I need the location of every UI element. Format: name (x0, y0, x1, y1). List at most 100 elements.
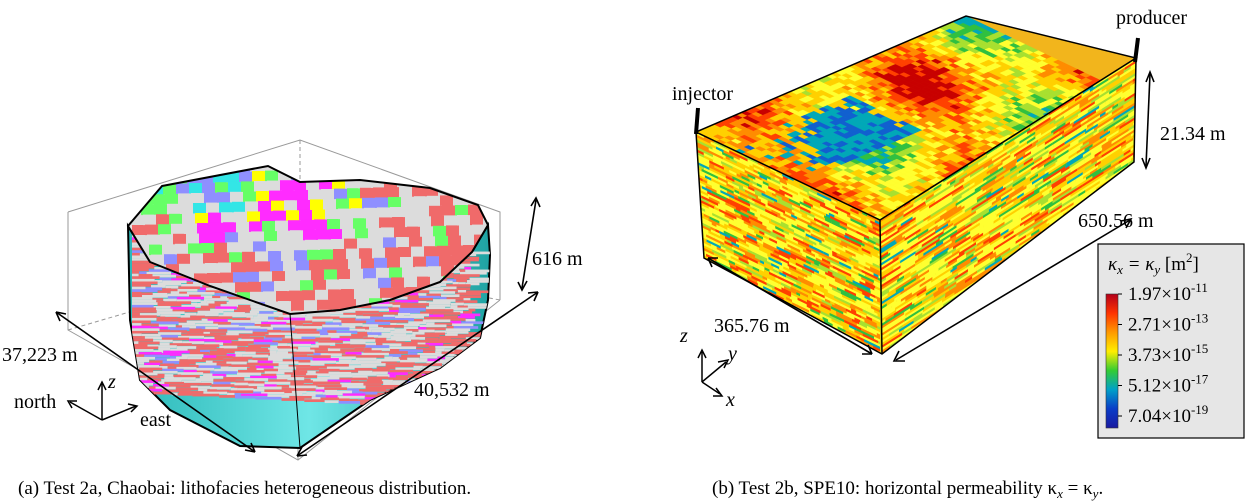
perm-layer (806, 304, 821, 314)
perm-layer (1124, 150, 1136, 161)
perm-layer (880, 287, 904, 306)
perm-layer (832, 324, 838, 330)
east-label: east (140, 409, 172, 431)
perm-layer (1092, 74, 1118, 94)
facies-layer (141, 323, 159, 327)
perm-layer (973, 231, 989, 245)
perm-layer (904, 308, 911, 315)
perm-layer (955, 162, 979, 180)
perm-layer (720, 243, 734, 253)
perm-layer (1121, 128, 1136, 141)
perm-layer (839, 252, 850, 260)
perm-layer (1065, 125, 1088, 143)
facies-layer (387, 372, 408, 375)
facies-layer (298, 347, 311, 350)
facies-layer (383, 382, 408, 386)
facies-layer (310, 347, 328, 351)
perm-layer (810, 220, 825, 231)
perm-layer (879, 319, 880, 323)
facies-layer (191, 344, 220, 347)
facies-layer (167, 366, 177, 370)
perm-layer (918, 228, 943, 248)
facies-layer (325, 322, 342, 326)
perm-layer (1020, 211, 1040, 227)
perm-layer (872, 226, 880, 233)
perm-layer (1002, 208, 1019, 221)
facies-layer (418, 295, 441, 299)
perm-layer (816, 294, 826, 302)
perm-layer (725, 277, 739, 287)
perm-layer (987, 257, 1006, 273)
facies-layer (178, 322, 196, 326)
perm-layer (950, 222, 972, 240)
perm-layer (740, 209, 758, 221)
perm-layer (861, 218, 867, 224)
facies-layer (144, 354, 170, 358)
perm-layer (862, 291, 870, 299)
perm-layer (1085, 167, 1102, 181)
perm-layer (711, 185, 721, 193)
facies-layer (268, 355, 292, 359)
perm-layer (873, 236, 880, 243)
facies-layer (336, 390, 353, 394)
perm-layer (725, 209, 742, 221)
facies-cell (372, 247, 386, 259)
perm-layer (770, 177, 781, 186)
facies-layer (438, 338, 452, 342)
facies-layer (365, 329, 372, 333)
perm-layer (1036, 107, 1062, 127)
perm-layer (748, 215, 763, 226)
perm-layer (880, 290, 896, 304)
perm-layer (792, 302, 810, 314)
perm-layer (807, 224, 820, 234)
perm-layer (846, 228, 864, 240)
perm-layer (754, 230, 770, 241)
facies-layer (401, 344, 429, 348)
perm-layer (1061, 176, 1084, 194)
facies-cell (379, 217, 393, 228)
perm-layer (811, 304, 819, 311)
perm-layer (894, 203, 914, 219)
facies-layer (171, 288, 178, 292)
perm-layer (915, 236, 939, 255)
perm-layer (719, 208, 737, 221)
perm-layer (1084, 143, 1093, 153)
facies-cell (447, 166, 461, 176)
perm-layer (824, 229, 837, 239)
perm-layer (935, 219, 951, 233)
perm-layer (779, 188, 793, 199)
perm-layer (862, 240, 874, 250)
facies-layer (209, 352, 227, 356)
perm-layer (914, 288, 938, 307)
facies-cell (218, 262, 232, 274)
perm-layer (811, 250, 819, 257)
perm-layer (970, 232, 980, 242)
perm-layer (880, 292, 901, 309)
perm-layer (835, 230, 845, 238)
perm-layer (856, 328, 874, 340)
facies-layer (238, 338, 254, 342)
perm-layer (1094, 160, 1101, 168)
perm-layer (787, 178, 800, 188)
perm-layer (729, 235, 739, 244)
perm-layer (1051, 152, 1057, 159)
facies-layer (356, 316, 371, 319)
perm-layer (780, 182, 789, 190)
facies-layer (190, 315, 206, 319)
perm-layer (715, 204, 726, 213)
facies-layer (325, 395, 338, 398)
perm-layer (1061, 179, 1076, 192)
perm-layer (849, 305, 856, 312)
facies-layer (132, 312, 140, 316)
facies-cell (130, 215, 144, 226)
facies-cell (305, 239, 319, 251)
facies-layer (466, 290, 489, 294)
perm-layer (953, 210, 972, 226)
perm-layer (982, 201, 1007, 219)
perm-layer (1048, 202, 1062, 215)
perm-layer (778, 256, 790, 265)
facies-layer (337, 395, 365, 399)
perm-layer (740, 214, 750, 222)
facies-cell (290, 230, 304, 241)
facies-layer (231, 364, 250, 368)
